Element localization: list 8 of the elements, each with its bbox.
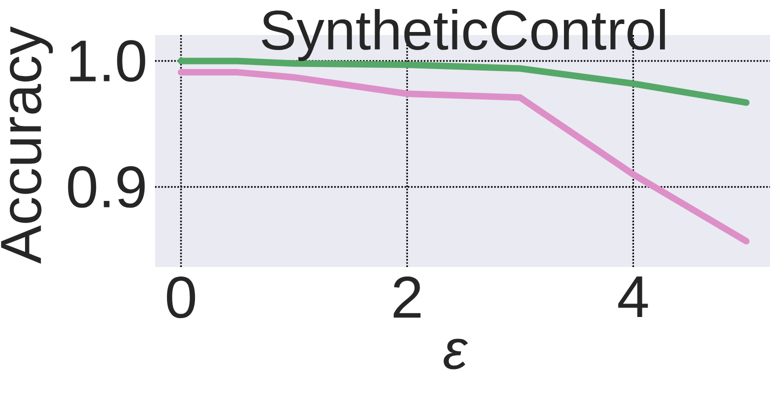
x-axis-title: ε <box>444 338 468 370</box>
x-tick-label: 4 <box>618 276 648 317</box>
y-axis-title: Accuracy <box>1 26 53 264</box>
y-tick-label: 1.0 <box>70 40 146 82</box>
chart-title: SyntheticControl <box>262 8 665 61</box>
x-tick-label: 2 <box>394 276 420 318</box>
y-tick-label: 0.9 <box>68 166 145 208</box>
x-tick-label: 0 <box>166 276 196 318</box>
